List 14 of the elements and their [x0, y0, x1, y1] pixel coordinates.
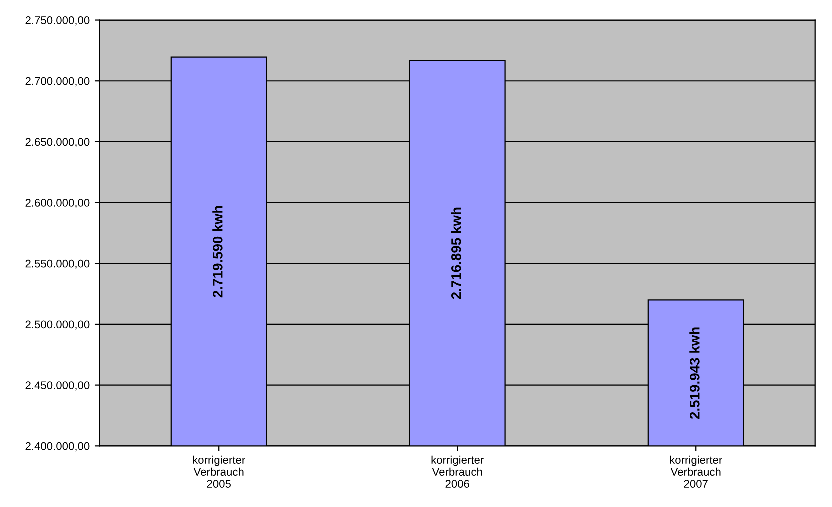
y-tick-label: 2.400.000,00: [26, 442, 90, 452]
x-tick-label: korrigierter Verbrauch 2005: [193, 456, 246, 488]
x-tick-label: korrigierter Verbrauch 2007: [670, 456, 722, 488]
y-tick-label: 2.450.000,00: [26, 382, 90, 391]
y-tick-label: 2.750.000,00: [26, 16, 90, 26]
y-tick-label: 2.500.000,00: [26, 320, 90, 330]
y-tick-label: 2.550.000,00: [26, 260, 90, 270]
x-tick-label: korrigierter Verbrauch 2006: [432, 456, 484, 488]
data-label: 2.519.943 kwh: [690, 328, 700, 420]
y-tick-label: 2.700.000,00: [26, 77, 90, 87]
y-tick-label: 2.600.000,00: [26, 199, 90, 208]
y-tick-label: 2.650.000,00: [26, 138, 90, 148]
data-label: 2.719.590 kwh: [212, 206, 223, 298]
data-label: 2.716.895 kwh: [451, 208, 462, 300]
